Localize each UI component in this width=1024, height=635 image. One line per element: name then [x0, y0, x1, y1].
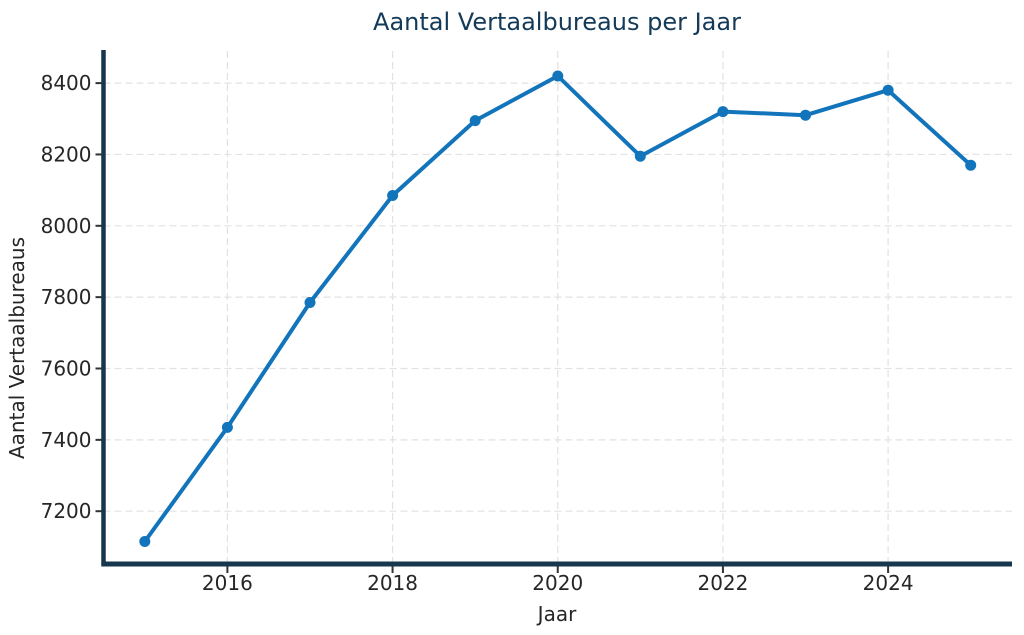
x-axis-label: Jaar: [536, 602, 577, 626]
data-point-marker: [304, 297, 316, 308]
data-point-marker: [387, 190, 399, 201]
y-tick-label: 7800: [41, 285, 92, 309]
data-point-marker: [221, 421, 233, 433]
chart-title: Aantal Vertaalbureaus per Jaar: [373, 8, 741, 36]
tick-label-layer: 7200 7400 7600 7800 8000 8200 8400 2016 2018 2020…: [41, 71, 914, 595]
y-tick-label: 7400: [41, 428, 92, 452]
data-point-marker: [552, 70, 564, 82]
y-axis-label: Aantal Vertaalbureaus: [5, 237, 29, 459]
y-tick-label: 7600: [41, 357, 92, 381]
y-tick-label: 8200: [41, 142, 92, 166]
x-tick-label: 2020: [532, 571, 583, 595]
data-point-marker: [634, 150, 646, 162]
data-point-marker: [882, 84, 894, 96]
x-tick-label: 2022: [697, 571, 748, 595]
data-point-marker: [139, 536, 151, 547]
y-tick-label: 8400: [41, 71, 92, 95]
data-series-layer: [139, 70, 977, 547]
y-tick-label: 7200: [41, 499, 92, 523]
y-tick-label: 8000: [41, 214, 92, 238]
x-tick-label: 2018: [367, 571, 418, 595]
x-tick-label: 2016: [202, 571, 253, 595]
gridline-layer: [103, 51, 1012, 564]
data-point-marker: [469, 115, 481, 127]
tick-layer: [95, 82, 890, 573]
data-point-marker: [800, 109, 811, 121]
data-point-marker: [965, 159, 977, 171]
data-point-marker: [717, 106, 729, 118]
x-tick-label: 2024: [863, 571, 914, 595]
